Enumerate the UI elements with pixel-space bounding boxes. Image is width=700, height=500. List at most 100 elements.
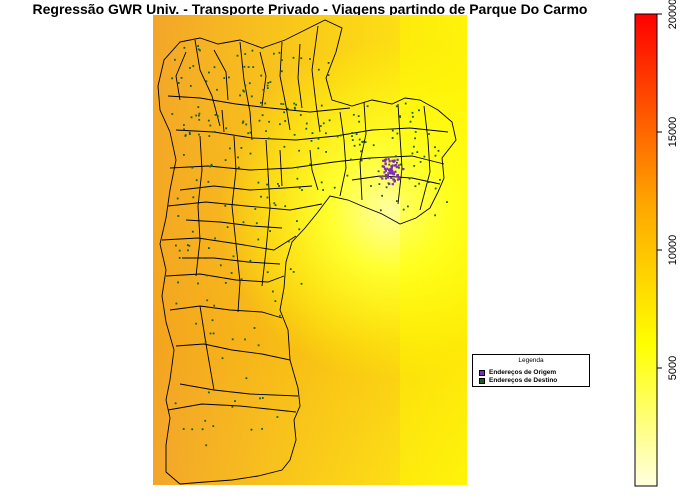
origin-point bbox=[390, 165, 393, 168]
destination-point bbox=[251, 49, 254, 52]
destination-point bbox=[434, 187, 437, 190]
colorbar-gradient bbox=[634, 13, 658, 487]
destination-point bbox=[319, 125, 322, 127]
destination-point bbox=[234, 400, 236, 402]
destination-point bbox=[249, 152, 252, 155]
destination-point bbox=[396, 161, 398, 164]
destination-point bbox=[278, 185, 280, 187]
destination-point bbox=[418, 109, 420, 112]
destination-point bbox=[188, 131, 191, 134]
destination-point bbox=[209, 332, 212, 335]
destination-point bbox=[434, 154, 437, 157]
destination-point bbox=[280, 102, 283, 105]
destination-point bbox=[267, 137, 270, 140]
origin-point bbox=[384, 169, 387, 172]
destination-point bbox=[195, 114, 198, 117]
origin-point bbox=[391, 172, 394, 175]
destination-point bbox=[237, 156, 239, 159]
destination-point bbox=[211, 165, 213, 167]
destination-point bbox=[213, 66, 216, 69]
destination-point bbox=[250, 95, 253, 98]
destination-swatch bbox=[479, 377, 485, 384]
destination-point bbox=[208, 135, 211, 137]
destination-point bbox=[283, 145, 286, 148]
destination-point bbox=[266, 196, 269, 199]
destination-point bbox=[317, 137, 320, 140]
destination-point bbox=[358, 138, 361, 141]
origin-point bbox=[388, 160, 391, 163]
destination-point bbox=[360, 150, 362, 153]
destination-point bbox=[252, 66, 255, 68]
destination-point bbox=[174, 402, 177, 405]
destination-point bbox=[250, 428, 253, 431]
origin-point bbox=[387, 176, 390, 179]
destination-point bbox=[418, 182, 420, 185]
destination-point bbox=[219, 264, 222, 267]
destination-point bbox=[361, 141, 364, 143]
destination-point bbox=[247, 132, 250, 135]
destination-point bbox=[243, 65, 246, 68]
destination-point bbox=[249, 131, 252, 134]
destination-point bbox=[260, 195, 262, 198]
destination-point bbox=[174, 58, 176, 61]
origin-point bbox=[384, 158, 387, 161]
destination-point bbox=[232, 255, 235, 258]
destination-point bbox=[295, 103, 297, 106]
destination-point bbox=[255, 222, 258, 225]
destination-point bbox=[317, 147, 320, 150]
destination-point bbox=[439, 178, 441, 181]
destination-point bbox=[309, 163, 312, 166]
destination-point bbox=[394, 155, 397, 158]
origin-point bbox=[392, 160, 395, 163]
destination-point bbox=[261, 428, 263, 430]
destination-point bbox=[428, 133, 430, 135]
destination-point bbox=[296, 166, 299, 169]
destination-point bbox=[377, 170, 380, 173]
destination-point bbox=[414, 185, 417, 188]
destination-point bbox=[362, 140, 364, 143]
destination-point bbox=[269, 230, 271, 232]
origin-point bbox=[383, 167, 387, 170]
destination-point bbox=[260, 101, 262, 104]
destination-point bbox=[328, 119, 331, 122]
destination-point bbox=[396, 200, 398, 202]
destination-point bbox=[257, 238, 260, 241]
destination-point bbox=[177, 281, 179, 284]
destination-point bbox=[273, 52, 275, 55]
destination-point bbox=[413, 165, 416, 167]
destination-point bbox=[244, 338, 246, 341]
origin-point bbox=[402, 168, 405, 171]
colorbar-tick-label: 20000 bbox=[667, 0, 679, 29]
destination-point bbox=[300, 57, 303, 60]
destination-point bbox=[317, 68, 320, 71]
destination-point bbox=[249, 259, 252, 262]
destination-point bbox=[183, 154, 185, 156]
destination-point bbox=[211, 319, 214, 322]
legend-item-destination: Endereços de Destino bbox=[479, 377, 557, 384]
origin-point bbox=[393, 164, 397, 167]
destination-point bbox=[395, 105, 398, 108]
legend-item-label: Endereços de Origem bbox=[489, 369, 557, 376]
destination-point bbox=[294, 107, 296, 110]
destination-point bbox=[272, 290, 274, 293]
destination-point bbox=[228, 76, 230, 79]
origin-point bbox=[391, 164, 394, 167]
origin-point bbox=[388, 182, 391, 186]
destination-point bbox=[407, 205, 409, 208]
destination-point bbox=[346, 174, 349, 177]
destination-point bbox=[333, 186, 336, 189]
destination-point bbox=[191, 230, 194, 233]
origin-point bbox=[391, 159, 394, 162]
destination-point bbox=[322, 189, 324, 191]
legend-item-label: Endereços de Destino bbox=[489, 377, 558, 384]
destination-point bbox=[399, 115, 401, 117]
origin-point bbox=[392, 178, 395, 181]
destination-point bbox=[409, 120, 412, 123]
destination-point bbox=[197, 106, 200, 108]
destination-point bbox=[372, 144, 375, 147]
destination-point bbox=[198, 118, 201, 121]
destination-point bbox=[267, 82, 270, 84]
destination-point bbox=[262, 88, 265, 91]
destination-point bbox=[242, 120, 245, 123]
destination-point bbox=[396, 132, 399, 135]
